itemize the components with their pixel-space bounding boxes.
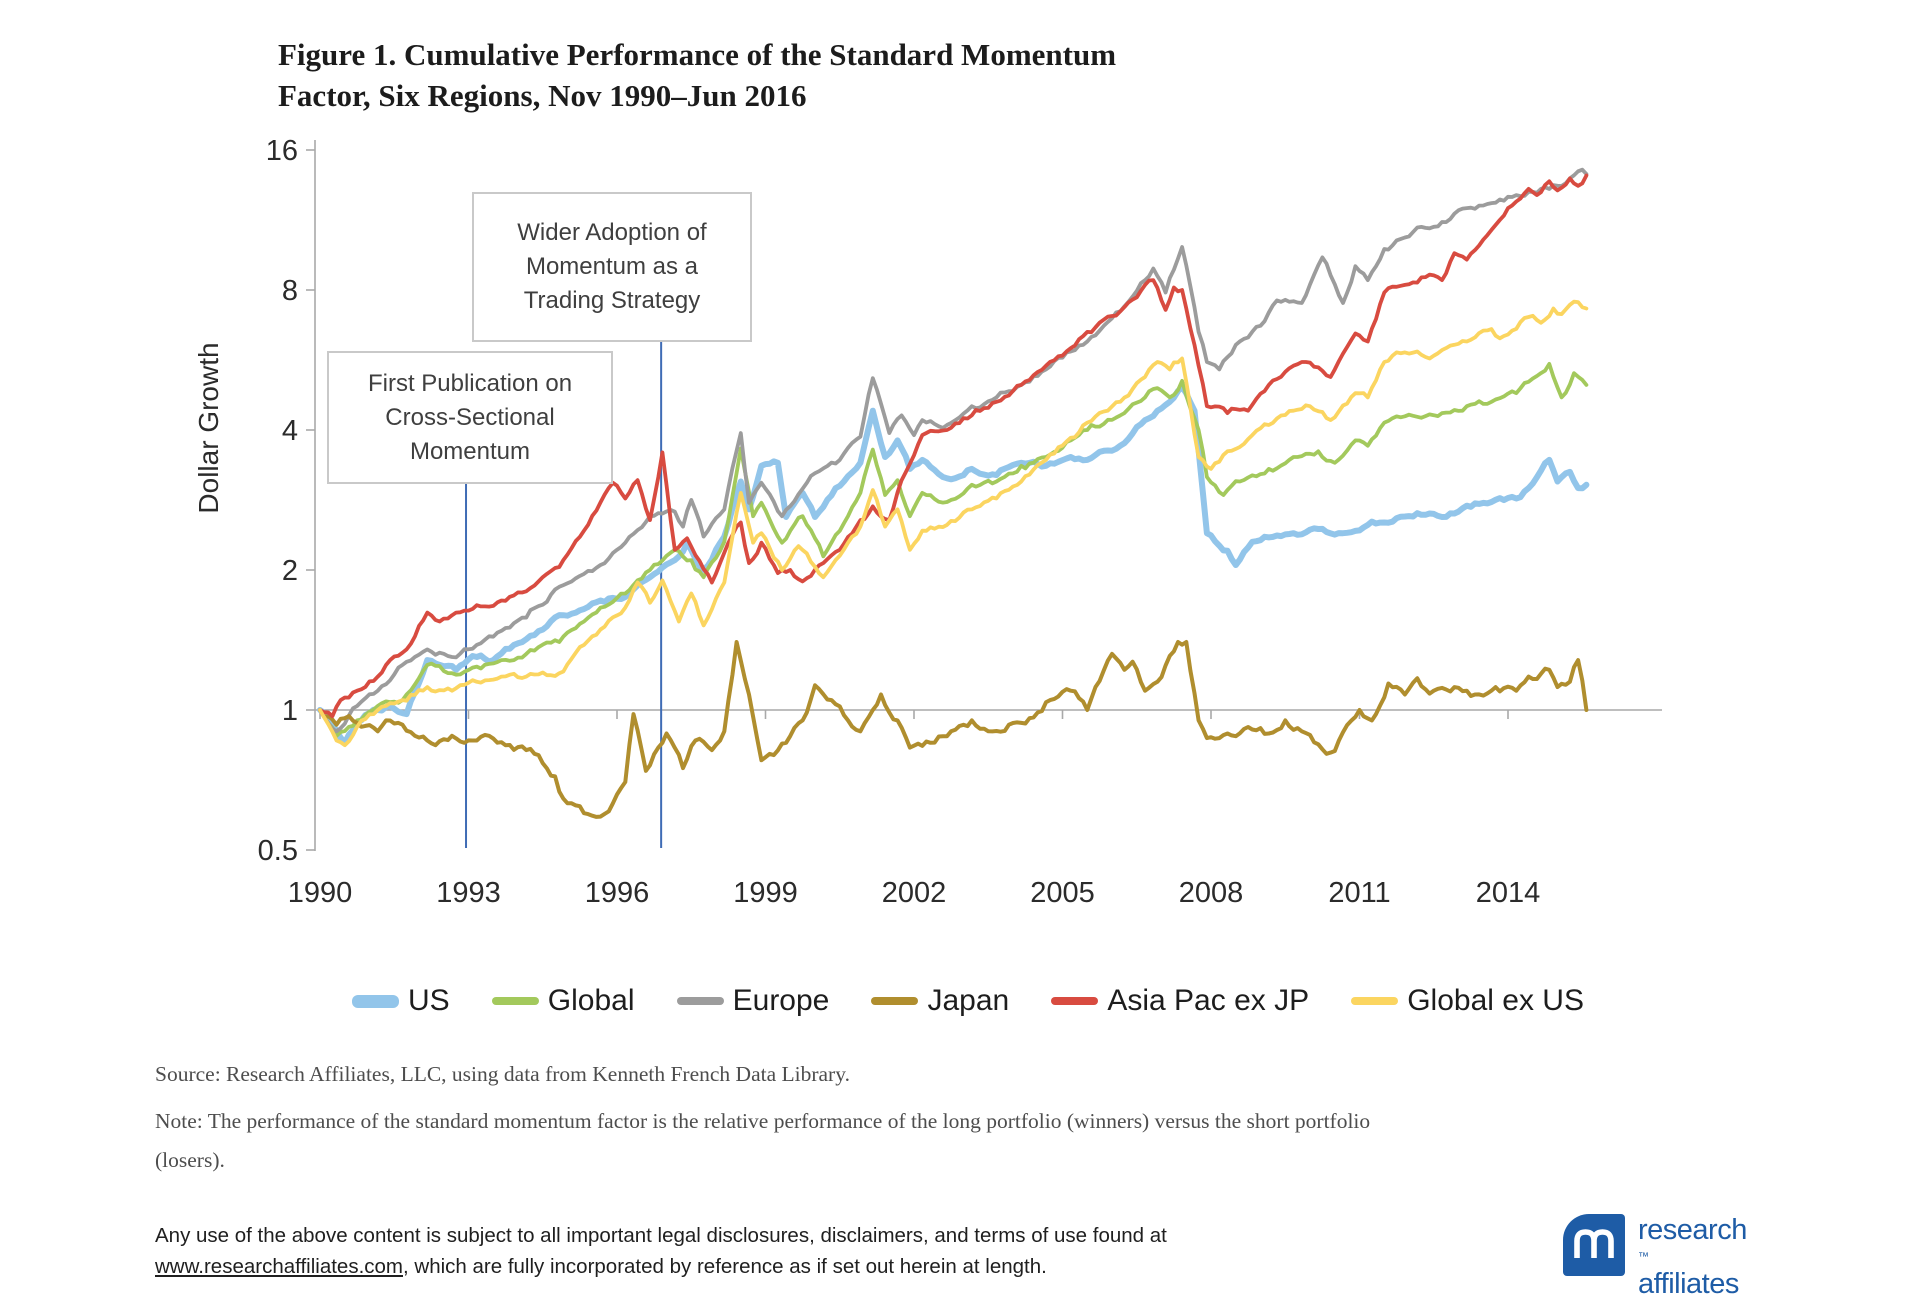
legal-disclaimer: Any use of the above content is subject …	[155, 1220, 1305, 1282]
legend-label-europe: Europe	[732, 984, 830, 1017]
note-text-line1: Note: The performance of the standard mo…	[155, 1109, 1371, 1133]
legend-item-europe: Europe	[676, 984, 830, 1018]
legend-label-us: US	[408, 984, 450, 1017]
disclaimer-line2: , which are fully incorporated by refere…	[403, 1255, 1047, 1278]
series-us	[317, 384, 1590, 746]
x-tick-label: 1996	[585, 877, 650, 909]
legend-swatch-japan	[871, 997, 919, 1005]
source-text: Source: Research Affiliates, LLC, using …	[155, 1062, 850, 1086]
x-tick-label: 2005	[1030, 877, 1095, 909]
legend-swatch-us	[352, 994, 399, 1008]
figure-title-line1: Figure 1. Cumulative Performance of the …	[278, 37, 1117, 72]
x-tick-label: 1993	[436, 877, 501, 909]
researchaffiliates-link[interactable]: www.researchaffiliates.com	[155, 1255, 403, 1278]
legend-label-global-ex-us: Global ex US	[1407, 984, 1584, 1017]
research-affiliates-logo: research ™ affiliates	[1563, 1214, 1747, 1300]
y-tick-label: 0.5	[258, 835, 298, 867]
trademark-symbol: ™	[1638, 1251, 1649, 1263]
annotation-first-publication-text: First Publication on Cross-Sectional Mom…	[367, 369, 573, 465]
logo-word-affiliates: affiliates	[1638, 1268, 1739, 1300]
logo-word-research: research ™	[1638, 1216, 1747, 1271]
series-japan	[318, 640, 1589, 819]
figure-title: Figure 1. Cumulative Performance of the …	[278, 34, 1116, 116]
y-tick-label: 2	[282, 555, 298, 587]
annotation-first-publication: First Publication on Cross-Sectional Mom…	[327, 351, 613, 484]
logo-wordmark: research ™ affiliates	[1638, 1214, 1747, 1300]
series-global-ex-us	[318, 299, 1589, 748]
x-tick-label: 1999	[733, 877, 798, 909]
annotation-wider-adoption: Wider Adoption of Momentum as a Trading …	[472, 192, 752, 342]
series-global	[318, 362, 1589, 738]
momentum-line-chart: 1990 1993 1996 1999 2002 2005 2008 2011 2014 16 8 4…	[193, 135, 1662, 909]
figure-title-line2: Factor, Six Regions, Nov 1990–Jun 2016	[278, 78, 807, 113]
ra-monogram-icon	[1563, 1214, 1625, 1276]
y-axis-title: Dollar Growth	[193, 342, 224, 513]
x-tick-label: 1990	[288, 877, 353, 909]
legend-label-japan: Japan	[927, 984, 1010, 1017]
legend-label-asia-pac-ex-jp: Asia Pac ex JP	[1107, 984, 1310, 1017]
legend-label-global: Global	[547, 984, 635, 1017]
annotation-wider-adoption-text: Wider Adoption of Momentum as a Trading …	[517, 219, 707, 314]
x-tick-label: 2002	[882, 877, 947, 909]
y-tick-label: 8	[282, 275, 298, 307]
legend-item-global: Global	[491, 984, 635, 1018]
x-tick-label: 2008	[1179, 877, 1244, 909]
legend-item-japan: Japan	[871, 984, 1009, 1018]
series-europe	[318, 167, 1589, 734]
legend-swatch-europe	[676, 997, 724, 1005]
legend-item-us: US	[352, 984, 450, 1018]
x-tick-label: 2014	[1476, 877, 1541, 909]
note-text-line2: (losers).	[155, 1148, 225, 1172]
series-asia-pac-ex-jp	[318, 173, 1589, 719]
source-note-block: Source: Research Affiliates, LLC, using …	[155, 1062, 1815, 1180]
x-tick-label: 2011	[1328, 877, 1390, 909]
chart-legend: US Global Europe Japan Asia Pac ex JP Global …	[352, 975, 1584, 1027]
disclaimer-line1: Any use of the above content is subject …	[155, 1224, 1167, 1247]
legend-swatch-global-ex-us	[1351, 997, 1399, 1005]
ra-monogram-glyph	[1574, 1229, 1614, 1258]
y-tick-label: 4	[282, 415, 298, 447]
legend-swatch-asia-pac-ex-jp	[1051, 997, 1099, 1005]
legend-item-asia-pac-ex-jp: Asia Pac ex JP	[1051, 984, 1309, 1018]
y-tick-label: 16	[266, 135, 298, 167]
legend-swatch-global	[491, 997, 539, 1005]
legend-item-global-ex-us: Global ex US	[1351, 984, 1584, 1018]
y-tick-label: 1	[282, 695, 298, 727]
